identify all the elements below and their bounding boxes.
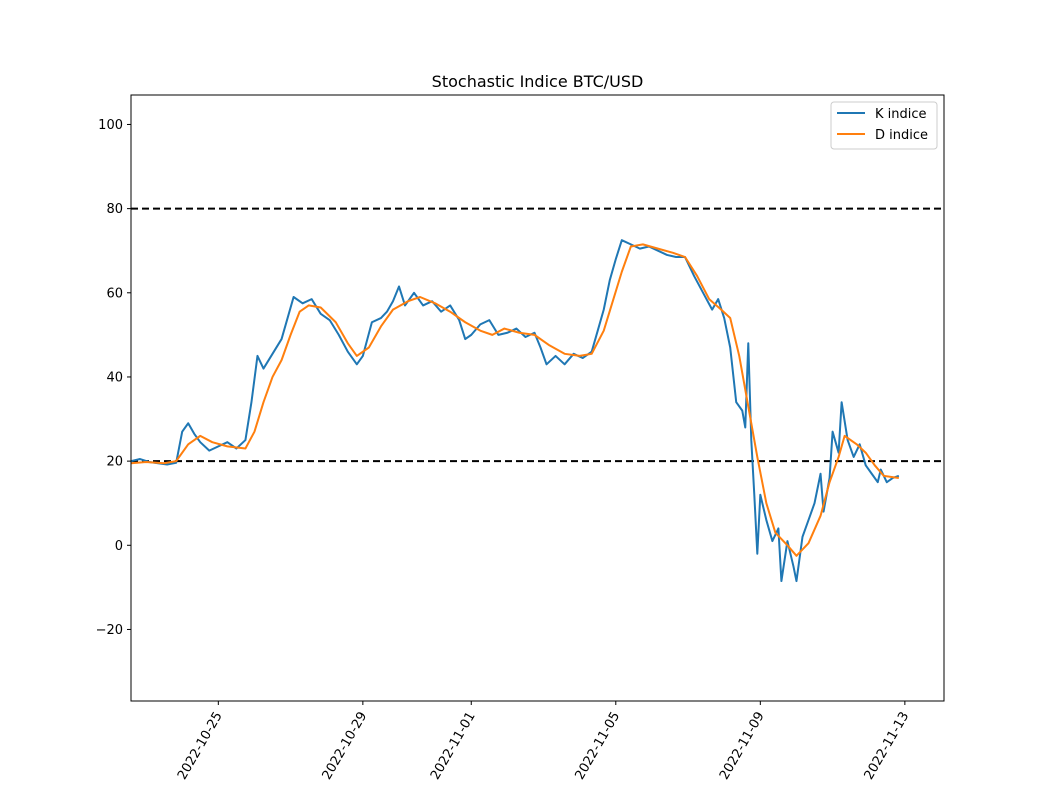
y-tick-label: 40 [106, 370, 123, 385]
y-axis: 100 80 60 40 20 0 −20 [96, 118, 131, 638]
legend: K indice D indice [830, 101, 938, 150]
k-indice-line [131, 239, 900, 583]
plot-frame [130, 94, 945, 702]
series-layer [131, 239, 900, 583]
y-tick-label: 0 [115, 539, 123, 554]
y-tick-label: 100 [98, 118, 123, 133]
y-tick-label: 20 [106, 455, 123, 470]
y-tick-label: 80 [106, 202, 123, 217]
y-tick-label: 60 [106, 286, 123, 301]
y-tick-label: −20 [96, 623, 123, 638]
legend-k-label: K indice [875, 107, 927, 122]
threshold-lines [131, 207, 944, 463]
legend-d-label: D indice [875, 128, 928, 143]
d-indice-line [131, 243, 899, 557]
chart-title: Stochastic Indice BTC/USD [432, 72, 644, 91]
